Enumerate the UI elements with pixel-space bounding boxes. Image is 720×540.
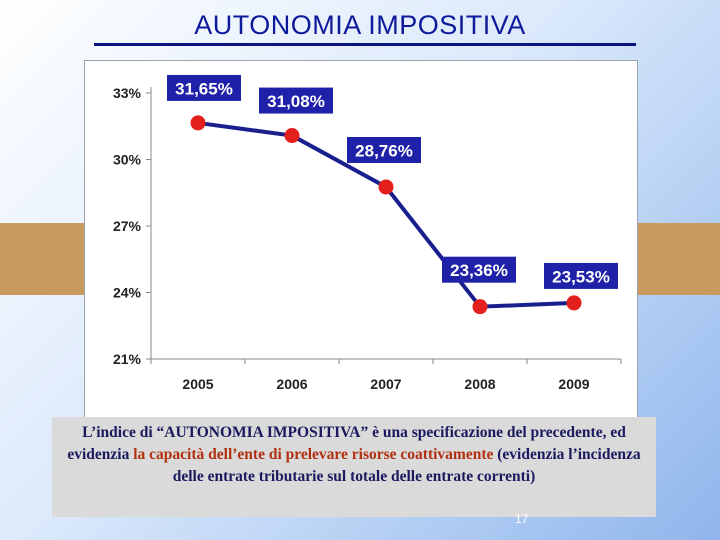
page-number: 17 xyxy=(515,512,529,526)
y-tick-label: 21% xyxy=(113,351,142,367)
data-point xyxy=(190,115,206,131)
data-point xyxy=(284,128,300,144)
data-label-box xyxy=(544,262,618,289)
caption-text-1: L’indice di “AUTONOMIA IMPOSITIVA” è una… xyxy=(67,424,626,463)
x-tick-label: 2009 xyxy=(558,376,589,392)
decorative-band-left xyxy=(0,223,88,295)
title-underline xyxy=(94,43,636,46)
slide-title: AUTONOMIA IMPOSITIVA xyxy=(194,10,526,40)
data-label: 23,53% xyxy=(552,267,610,286)
data-label-box xyxy=(167,74,241,101)
x-tick-label: 2008 xyxy=(464,376,495,392)
chart-container: 33% 30% 27% 24% 21% 2005 2006 2007 2008 2009 31,65… xyxy=(84,60,638,418)
data-label-box xyxy=(259,87,333,114)
x-tick-label: 2007 xyxy=(370,376,401,392)
data-label-box xyxy=(442,256,516,283)
decorative-band-right xyxy=(636,223,720,295)
data-point xyxy=(566,295,582,311)
caption-text-2: (evidenzia l’incidenza delle entrate tri… xyxy=(172,446,641,485)
line-chart: 33% 30% 27% 24% 21% 2005 2006 2007 2008 2009 31,65… xyxy=(113,74,622,392)
data-label: 28,76% xyxy=(355,141,413,160)
data-point xyxy=(378,179,394,195)
data-label-box xyxy=(347,136,421,163)
data-label: 23,36% xyxy=(450,261,508,280)
y-tick-label: 27% xyxy=(113,218,142,234)
y-tick-label: 24% xyxy=(113,285,142,301)
y-tick-label: 30% xyxy=(113,152,142,168)
data-label: 31,65% xyxy=(175,79,233,98)
caption-highlight: la capacità dell’ente di prelevare risor… xyxy=(133,446,494,463)
y-tick-label: 33% xyxy=(113,85,142,101)
x-tick-label: 2006 xyxy=(276,376,307,392)
caption-box: L’indice di “AUTONOMIA IMPOSITIVA” è una… xyxy=(52,417,656,517)
data-label: 31,08% xyxy=(267,92,325,111)
x-tick-label: 2005 xyxy=(182,376,213,392)
data-point xyxy=(472,299,488,315)
